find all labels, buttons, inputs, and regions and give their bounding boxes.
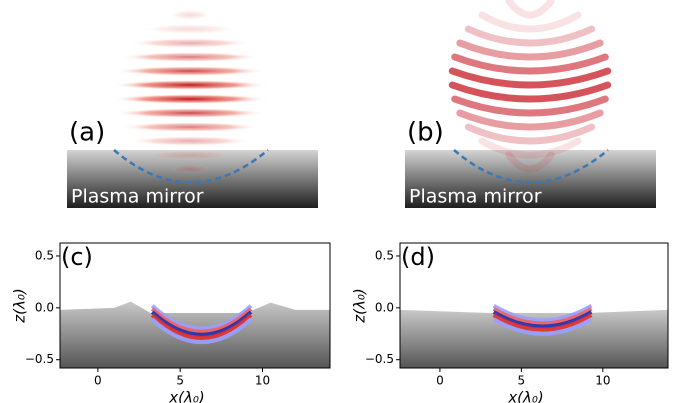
wave-stripe	[448, 81, 612, 103]
wave-stripe	[464, 123, 596, 145]
y-axis-label: z(λ₀)	[11, 288, 29, 323]
y-axis-label: z(λ₀)	[351, 288, 369, 323]
wave-stripe	[141, 150, 239, 160]
wave-stripe	[114, 66, 266, 76]
field-band	[492, 317, 593, 336]
axes-frame	[59, 242, 331, 369]
wave-stripe	[112, 94, 268, 104]
y-tick-label: 0.0	[375, 300, 394, 314]
axes-frame	[399, 242, 669, 369]
wave-stripe	[112, 80, 268, 90]
x-tick-label: 0	[436, 374, 444, 388]
panel-caption: Plasma mirror	[409, 186, 542, 208]
field-band	[150, 310, 253, 337]
wave-stripe	[141, 24, 239, 34]
x-tick-label: 5	[176, 374, 184, 388]
field-band	[492, 313, 593, 332]
panel-label: (b)	[407, 118, 444, 148]
wave-stripe	[119, 52, 261, 62]
field-band	[492, 307, 593, 326]
wave-stripe	[478, 11, 582, 33]
y-tick-label: −0.5	[365, 352, 394, 366]
wave-stripe	[456, 39, 604, 61]
wave-stripe	[128, 136, 252, 146]
x-axis-label: x(λ₀)	[507, 389, 543, 403]
y-tick-label: −0.5	[25, 352, 54, 366]
wave-stripe	[448, 67, 612, 89]
mirror-surface	[453, 149, 609, 184]
x-tick-label: 5	[518, 374, 526, 388]
x-tick-label: 0	[94, 374, 102, 388]
panel-caption: Plasma mirror	[71, 186, 204, 208]
wave-stripe	[451, 53, 609, 75]
x-axis-label: x(λ₀)	[168, 389, 204, 403]
x-tick-label: 10	[255, 374, 270, 388]
wave-stripe	[128, 38, 252, 48]
substrate	[400, 309, 668, 368]
field-band	[150, 307, 253, 334]
field-band	[492, 310, 593, 329]
y-tick-label: 0.5	[375, 248, 394, 262]
wave-stripe	[478, 137, 582, 159]
wave-stripe	[456, 109, 604, 131]
panel-label: (c)	[61, 243, 93, 271]
panel-label: (a)	[69, 118, 105, 148]
field-band	[492, 304, 593, 323]
y-tick-label: 0.5	[35, 248, 54, 262]
wave-stripe	[168, 10, 212, 20]
panel-label: (d)	[401, 243, 435, 271]
x-tick-label: 10	[595, 374, 610, 388]
wave-stripe	[464, 25, 596, 47]
wave-stripe	[114, 108, 266, 118]
field-band	[150, 317, 253, 345]
plasma-mirror	[405, 150, 656, 208]
wave-stripe	[505, 0, 555, 19]
wave-stripe	[505, 151, 555, 173]
y-tick-label: 0.0	[35, 300, 54, 314]
field-band	[150, 313, 253, 340]
wave-stripe	[168, 164, 212, 174]
mirror-surface	[113, 149, 269, 184]
wave-stripe	[119, 122, 261, 132]
field-band	[150, 304, 253, 331]
wave-stripe	[451, 95, 609, 117]
